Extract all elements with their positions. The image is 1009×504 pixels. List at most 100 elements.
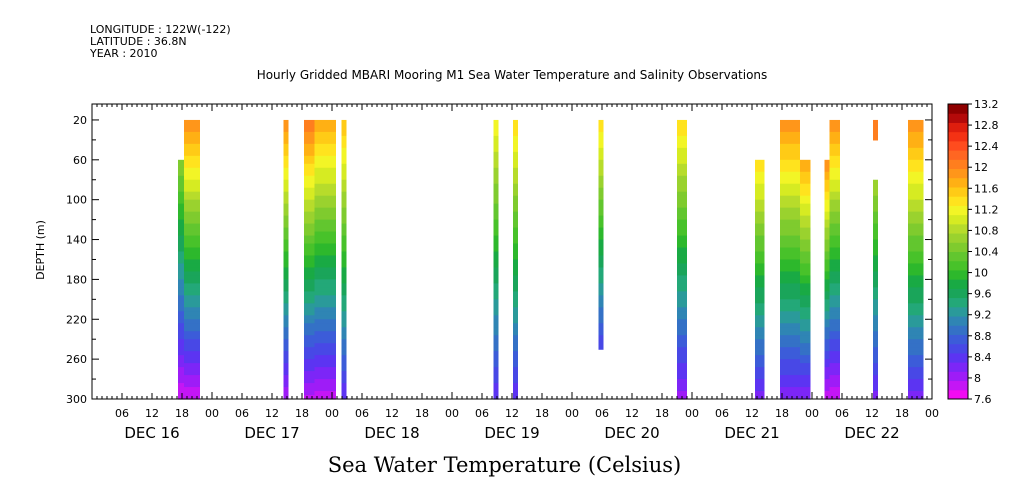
data-cell [908,355,924,360]
data-cell [790,387,800,392]
data-cell [829,371,840,376]
data-cell [341,215,347,221]
data-cell [184,219,200,225]
data-cell [341,307,347,312]
data-cell [178,259,184,265]
data-cell [513,387,518,392]
data-cell [178,387,184,392]
data-cell [790,219,800,225]
data-cell [873,271,878,277]
data-cell [824,355,830,360]
data-cell [513,311,518,316]
data-cell [341,351,347,356]
data-cell [908,387,924,392]
data-cell [873,319,878,324]
data-cell [314,303,336,308]
data-cell [800,387,811,392]
data-cell [780,287,790,292]
data-cell [341,359,347,364]
data-cell [314,327,336,332]
colorbar-label: 8.8 [974,330,992,343]
data-cell [800,347,811,352]
data-cell [598,143,604,149]
data-cell [283,155,289,161]
data-cell [829,359,840,364]
data-cell [513,303,518,308]
data-cell [755,199,765,205]
data-cell [304,119,315,125]
data-cell [800,231,811,237]
data-cell [873,283,878,288]
data-cell [341,339,347,344]
data-cell [598,347,604,350]
data-cell [341,327,347,332]
data-cell [780,291,790,296]
data-cell [824,159,830,165]
data-cell [780,299,790,304]
data-cell [178,327,184,332]
data-cell [780,215,790,221]
data-cell [314,227,336,233]
data-cell [829,355,840,360]
data-cell [184,251,200,257]
data-cell [780,167,790,173]
x-tick-label: 00 [205,407,219,420]
data-cell [513,359,518,364]
data-cell [873,195,878,201]
colorbar-bin [948,186,968,197]
data-cell [493,367,499,372]
data-cell [908,227,924,233]
colorbar-label: 12 [974,161,988,174]
data-cell [908,319,924,324]
data-cell [829,211,840,217]
data-cell [824,255,830,261]
data-cell [755,271,765,277]
data-cell [341,363,347,368]
data-cell [824,383,830,388]
data-cell [513,219,518,225]
colorbar-bin [948,168,968,179]
data-cell [829,291,840,296]
data-cell [178,295,184,300]
data-cell [283,347,289,352]
colorbar-bin [948,279,968,289]
data-cell [493,327,499,332]
data-cell [314,207,336,213]
data-cell [824,343,830,348]
data-cell [314,263,336,269]
data-cell [800,331,811,336]
data-cell [184,127,200,133]
data-cell [829,151,840,157]
data-cell [780,243,790,249]
data-cell [283,195,289,201]
data-cell [755,275,765,281]
data-cell [598,171,604,177]
data-cell [304,183,315,189]
data-cell [677,215,687,221]
data-cell [598,243,604,249]
data-cell [493,175,499,181]
data-cell [304,271,315,277]
data-cell [493,251,499,257]
data-cell [341,263,347,269]
data-cell [873,387,878,392]
colorbar-label: 11.2 [974,203,999,216]
data-cell [184,119,200,125]
data-cell [780,383,790,388]
data-cell [493,339,499,344]
data-cell [780,227,790,233]
data-cell [493,379,499,384]
data-cell [908,167,924,173]
data-cell [873,367,878,372]
y-axis: 20 60 100 140 180 220 260 300 [66,114,932,406]
data-cell [493,163,499,169]
data-cell [283,395,289,400]
data-cell [314,375,336,380]
data-cell [493,283,499,288]
data-cell [780,371,790,376]
data-cell [873,379,878,384]
data-cell [314,279,336,284]
data-cell [780,175,790,181]
data-cell [314,211,336,217]
